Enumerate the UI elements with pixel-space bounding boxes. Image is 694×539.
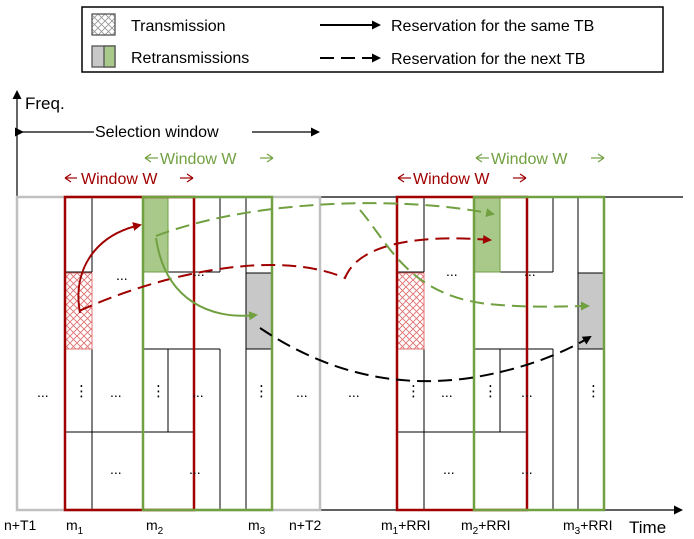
cell-vertical-dots: ⋮ ⋮ ⋮ ⋮ ⋮ ⋮	[74, 383, 601, 400]
legend-transmission-label: Transmission	[131, 18, 226, 35]
ellipsis-mark: ...	[524, 263, 536, 279]
tick-n-t2: n+T2	[289, 517, 322, 533]
transmission-block-2	[396, 272, 425, 350]
cell-ellipses: ... ... ... ... ... ... ... ... ... ... …	[37, 263, 536, 477]
tick-m3-rri: m3+RRI	[563, 517, 613, 537]
legend-retransmissions-label: Retransmissions	[131, 50, 249, 67]
ellipsis-mark: ...	[110, 384, 122, 400]
ellipsis-mark: ...	[193, 263, 205, 279]
vertical-dots-mark: ⋮	[483, 383, 498, 400]
tick-n-t1: n+T1	[4, 517, 37, 533]
retransmission-green-block-1	[142, 196, 169, 273]
ellipsis-mark: ...	[446, 263, 458, 279]
window-w-green-2: Window W	[475, 151, 605, 168]
tick-m2: m2	[146, 517, 164, 537]
ellipsis-mark: ...	[441, 384, 453, 400]
time-ticks: n+T1 m1 m2 m3 n+T2 m1+RRI m2+RRI m3+RRI	[4, 517, 613, 537]
red-same-tb-arrow	[77, 222, 142, 314]
vertical-dots-mark: ⋮	[406, 383, 421, 400]
green-next-tb-arrow-2	[359, 209, 590, 311]
legend-same-tb-label: Reservation for the same TB	[391, 18, 594, 35]
tick-m1: m1	[66, 517, 84, 537]
vertical-dots-mark: ⋮	[586, 383, 601, 400]
legend-next-tb: Reservation for the next TB	[320, 51, 585, 68]
reservation-arrows	[77, 202, 592, 383]
freq-axis-label: Freq.	[25, 94, 65, 113]
window-frames	[15, 195, 606, 512]
time-axis-label: Time	[629, 518, 666, 537]
window-w-green-2-label: Window W	[491, 151, 568, 168]
legend-next-tb-label: Reservation for the next TB	[391, 51, 585, 68]
ellipsis-mark: ...	[192, 384, 204, 400]
ellipsis-mark: ...	[348, 384, 360, 400]
vertical-dots-mark: ⋮	[254, 383, 269, 400]
ellipsis-mark: ...	[116, 267, 128, 283]
selection-window-label: Selection window	[95, 124, 219, 141]
window-w-green-1: Window W	[144, 151, 274, 168]
window-w-red-frame-2	[395, 195, 529, 512]
retransmission-green-block-2	[473, 196, 501, 273]
ellipsis-mark: ...	[443, 461, 455, 477]
green-swatch-icon	[103, 45, 116, 68]
legend: Transmission Retransmissions Reservation…	[81, 6, 664, 73]
window-w-red-frame-1	[63, 195, 196, 512]
legend-same-tb: Reservation for the same TB	[320, 18, 594, 35]
green-next-tb-arrow-1	[155, 202, 495, 237]
legend-retransmissions: Retransmissions	[91, 45, 249, 68]
black-next-tb-arrow	[259, 327, 592, 383]
vertical-dots-mark: ⋮	[74, 383, 89, 400]
ellipsis-mark: ...	[189, 461, 201, 477]
red-next-tb-arrow	[78, 234, 492, 312]
ellipsis-mark: ...	[521, 461, 533, 477]
tick-m3: m3	[248, 517, 266, 537]
ellipsis-mark: ...	[37, 384, 49, 400]
ellipsis-mark: ...	[296, 384, 308, 400]
window-w-red-1: Window W	[64, 171, 194, 188]
window-w-red-2-label: Window W	[413, 171, 490, 188]
tick-m1-rri: m1+RRI	[381, 517, 431, 537]
selection-window-annotation: Selection window	[15, 124, 320, 141]
ellipsis-mark: ...	[521, 384, 533, 400]
vertical-dots-mark: ⋮	[151, 383, 166, 400]
window-w-green-1-label: Window W	[160, 151, 237, 168]
green-same-tb-arrow	[155, 237, 258, 321]
legend-transmission: Transmission	[91, 13, 226, 36]
ellipsis-mark: ...	[110, 461, 122, 477]
window-w-green-frame-1	[141, 195, 274, 512]
retransmission-gray-block-1	[245, 272, 273, 350]
tick-m2-rri: m2+RRI	[461, 517, 511, 537]
window-w-red-1-label: Window W	[81, 171, 158, 188]
window-w-green-frame-2	[472, 195, 606, 512]
window-w-red-2: Window W	[397, 171, 527, 188]
retransmission-gray-block-2	[577, 272, 605, 350]
hatch-swatch-icon	[91, 13, 116, 36]
